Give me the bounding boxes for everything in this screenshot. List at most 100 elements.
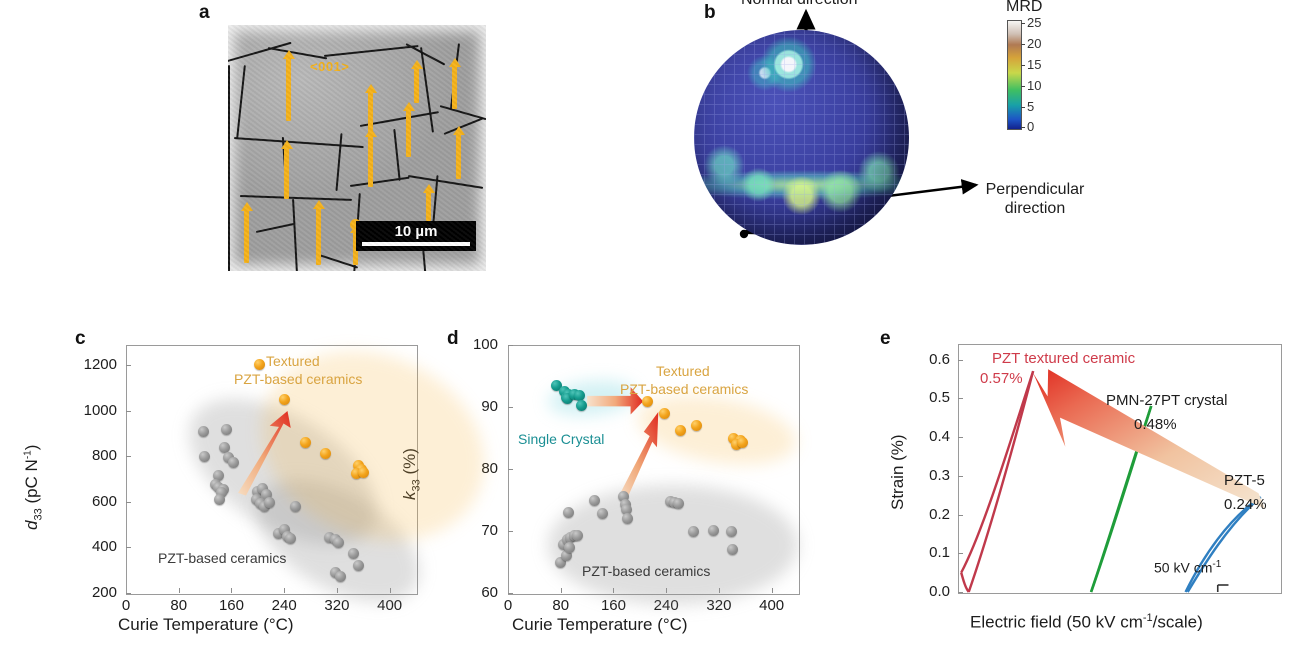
panel-c-data-point <box>284 533 296 545</box>
panel-e-xlabel-sup: -1 <box>1142 612 1153 624</box>
panel-c-data-point <box>253 358 265 370</box>
mrd-tick-15: 15 <box>1027 57 1042 72</box>
pole-figure-sphere <box>694 30 909 245</box>
panel-d-x-axis-label: Curie Temperature (°C) <box>512 615 688 634</box>
panel-e-label-pmn-27pt: PMN-27PT crystal <box>1106 392 1228 409</box>
panel-c-data-point <box>352 559 364 571</box>
panel-e-value-pmn-27pt: 0.48% <box>1134 416 1177 433</box>
panel-e-scale-note-sup: -1 <box>1212 559 1222 570</box>
panel-d-annotation-single-crystal: Single Crystal <box>518 431 605 447</box>
mrd-colorbar <box>1007 20 1022 130</box>
panel-d-data-point <box>554 557 566 569</box>
panel-e-plot <box>958 344 1282 594</box>
panel-d-data-point <box>617 490 629 502</box>
mrd-tick-10: 10 <box>1027 78 1042 93</box>
panel-d-data-point <box>560 550 572 562</box>
panel-c-data-point <box>214 493 226 505</box>
panel-d-data-point <box>576 399 588 411</box>
panel-d-data-point <box>659 408 671 420</box>
normal-direction-label: Normal direction <box>741 0 857 9</box>
panel-d-data-point <box>641 395 653 407</box>
panel-c-plot <box>126 345 418 595</box>
panel-c-data-point <box>198 450 210 462</box>
perpendicular-direction-label-line1: Perpendicular <box>985 181 1085 198</box>
mrd-tick-20: 20 <box>1027 36 1042 51</box>
panel-e-label-pzt-textured: PZT textured ceramic <box>992 350 1136 367</box>
panel-c-data-point <box>299 436 311 448</box>
panel-d-data-point <box>572 529 584 541</box>
panel-e-xlabel-pre: Electric field (50 kV cm <box>970 612 1143 632</box>
panel-d-data-point <box>563 506 575 518</box>
panel-c-data-point <box>357 466 369 478</box>
sem-micrograph-panel-a: <001> 10 µm <box>228 25 486 271</box>
panel-c-data-point <box>289 501 301 513</box>
panel-c-data-point <box>263 496 275 508</box>
panel-c-data-point <box>219 442 231 454</box>
panel-c-data-point <box>256 482 268 494</box>
panel-d-data-point <box>688 525 700 537</box>
panel-d-data-point <box>563 542 575 554</box>
panel-c-annotation-textured-2: PZT-based ceramics <box>234 371 363 387</box>
panel-d-data-point <box>725 525 737 537</box>
perpendicular-direction-label: Perpendicular direction <box>975 180 1095 218</box>
panel-c-data-point <box>212 469 224 481</box>
panel-e-scale-note: 50 kV cm-1 <box>1154 556 1221 577</box>
panel-c-data-point <box>227 456 239 468</box>
panel-c-x-axis-label: Curie Temperature (°C) <box>118 615 294 634</box>
mrd-tick-5: 5 <box>1027 99 1035 114</box>
panel-e-xlabel-post: /scale) <box>1152 612 1203 632</box>
panel-label-e: e <box>880 328 891 349</box>
mrd-tick-0: 0 <box>1027 119 1035 134</box>
panel-d-data-point <box>597 508 609 520</box>
perpendicular-direction-label-line2: direction <box>1004 200 1066 217</box>
panel-e-scale-note-pre: 50 kV cm <box>1154 559 1213 576</box>
mrd-tick-25: 25 <box>1027 15 1042 30</box>
panel-d-data-point <box>557 539 569 551</box>
panel-c-data-point <box>216 487 228 499</box>
panel-c-data-point <box>332 537 344 549</box>
panel-d-annotation-pzt: PZT-based ceramics <box>582 563 711 579</box>
panel-d-data-point <box>708 524 720 536</box>
panel-label-a: a <box>199 2 210 23</box>
panel-d-data-point <box>621 513 633 525</box>
panel-d-data-point <box>588 494 600 506</box>
panel-d-data-point <box>691 420 702 432</box>
panel-label-b: b <box>704 2 716 23</box>
panel-d-data-point <box>562 393 574 405</box>
panel-c-data-point <box>351 467 363 479</box>
panel-c-data-point <box>222 452 234 464</box>
panel-c-annotation-pzt: PZT-based ceramics <box>158 550 287 566</box>
panel-c-data-point <box>258 501 270 513</box>
panel-c-data-point <box>260 488 272 500</box>
panel-label-d: d <box>447 328 459 349</box>
panel-c-data-point <box>278 524 290 536</box>
panel-c-data-point <box>347 547 359 559</box>
panel-c-data-point <box>220 423 232 435</box>
panel-e-x-axis-label: Electric field (50 kV cm-1/scale) <box>970 612 1203 633</box>
panel-e-value-pzt-textured: 0.57% <box>980 370 1023 387</box>
panel-label-c: c <box>75 328 86 349</box>
panel-d-data-point <box>727 432 739 444</box>
panel-c-data-point <box>278 394 290 406</box>
panel-c-data-point <box>319 448 331 460</box>
panel-c-data-point <box>323 532 335 544</box>
panel-c-data-point <box>273 527 285 539</box>
panel-d-data-point <box>621 504 633 516</box>
panel-c-annotation-textured: Textured <box>266 353 320 369</box>
panel-d-data-point <box>573 390 585 402</box>
sphere-mesh <box>694 30 909 245</box>
panel-d-data-point <box>551 379 563 391</box>
mrd-colorbar-ticks: 25 20 15 10 5 0 <box>1007 15 1077 134</box>
panel-d-annotation-textured: Textured <box>656 363 710 379</box>
panel-c-data-point <box>198 426 210 438</box>
panel-d-data-point <box>730 439 742 451</box>
panel-d-data-point <box>737 437 749 449</box>
panel-d-annotation-textured-2: PZT-based ceramics <box>620 381 749 397</box>
panel-d-data-point <box>672 497 684 509</box>
panel-d-data-point <box>727 544 739 556</box>
panel-e-value-pzt-5: 0.24% <box>1224 496 1267 513</box>
panel-c-data-point <box>335 571 347 583</box>
